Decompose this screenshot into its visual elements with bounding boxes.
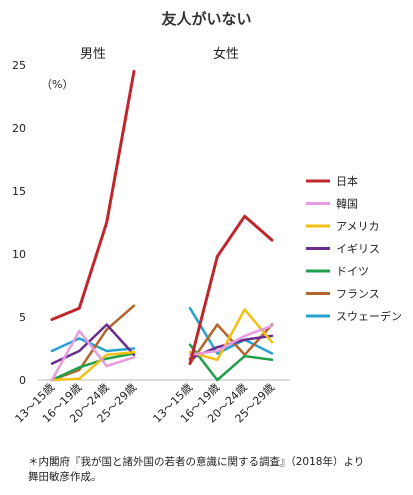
series-line [50,69,136,321]
series-line [50,329,136,382]
series-line [188,308,274,362]
y-tick-label: 5 [19,311,26,324]
series-line [50,337,136,353]
series-line [188,306,274,355]
series-line [188,324,274,357]
legend-label: フランス [336,288,380,301]
legend-label: アメリカ [336,220,379,233]
plot-area [50,69,274,382]
panel-label: 女性 [213,46,239,62]
panel-label: 男性 [80,47,106,62]
chart-title: 友人がいない [161,10,252,28]
legend-label: イギリス [336,243,380,256]
y-tick-label: 15 [12,185,26,198]
legend-label: ドイツ [336,265,369,278]
series-line [50,351,136,382]
series-line [188,343,274,382]
y-tick-label: 20 [12,122,26,135]
y-tick-label: 0 [19,374,26,387]
unit-label: （%） [41,78,73,91]
source-note-line-2: 舞田敏彦作成。 [28,471,102,483]
series-line [50,352,136,382]
legend-label: 日本 [336,174,358,188]
y-tick-label: 25 [12,59,26,72]
axes: 0510152025（%）男性13～15歳16～19歳20～24歳25～29歳女… [12,46,290,425]
source-note: ＊内閣府『我が国と諸外国の若者の意識に関する調査』（2018年）より 舞田敏彦作… [28,455,364,485]
source-note-line-1: ＊内閣府『我が国と諸外国の若者の意識に関する調査』（2018年）より [28,456,365,468]
series-line [188,323,274,365]
y-tick-label: 10 [12,248,26,261]
series-line [188,214,274,366]
legend-label: 韓国 [336,198,358,211]
legend-label: スウェーデン [336,309,402,323]
